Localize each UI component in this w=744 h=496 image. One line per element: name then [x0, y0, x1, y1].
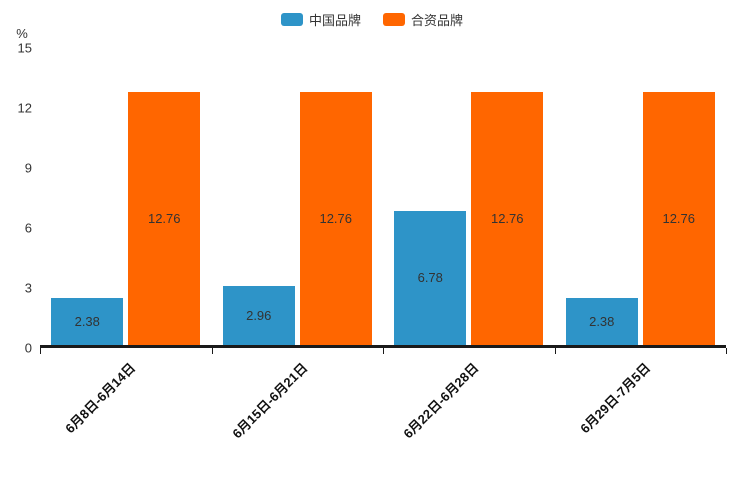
bar-value-label: 2.38	[74, 313, 100, 329]
bar-series-1-category-0: 12.76	[128, 92, 201, 345]
legend-item-series-0[interactable]: 中国品牌	[280, 10, 361, 29]
y-axis: 0 3 6 9 12 15	[0, 41, 32, 356]
bar-series-0-category-3: 2.38	[565, 297, 638, 345]
x-axis-label-0: 6月8日-6月14日	[62, 360, 139, 437]
bar-series-1-category-1: 12.76	[299, 92, 372, 345]
x-axis-tick	[383, 348, 384, 354]
bar-value-label: 12.76	[319, 211, 353, 227]
legend-swatch-icon	[383, 13, 405, 26]
bar-value-label: 2.96	[246, 308, 272, 324]
legend-label-series-0: 中国品牌	[308, 13, 361, 28]
bar-value-label: 2.38	[589, 313, 615, 329]
x-axis-tick	[211, 348, 213, 354]
bar-group-2: 6.78 12.76	[383, 48, 555, 345]
y-axis-tick-label: 9	[24, 160, 32, 176]
x-axis-labels: 6月8日-6月14日 6月15日-6月21日 6月22日-6月28日 6月29日-7月…	[40, 358, 726, 478]
legend-item-series-1[interactable]: 合资品牌	[383, 10, 463, 29]
y-axis-unit-label: %	[16, 26, 28, 41]
x-axis-tick	[40, 348, 41, 354]
bar-value-label: 12.76	[490, 211, 524, 227]
x-axis-label-3: 6月29日-7月5日	[576, 360, 653, 437]
bar-value-label: 12.76	[147, 211, 181, 227]
bar-group-1: 2.96 12.76	[212, 48, 384, 345]
plot-area: 2.38 12.76 2.96 12.76 6.78 12.76 2.38 12.76	[40, 48, 726, 348]
bar-value-label: 6.78	[417, 270, 443, 286]
x-axis-tick	[726, 348, 727, 354]
legend-swatch-icon	[280, 13, 303, 26]
bar-series-0-category-0: 2.38	[51, 297, 124, 345]
bar-series-1-category-3: 12.76	[642, 92, 715, 345]
y-axis-tick-label: 0	[24, 340, 32, 356]
x-axis-label-2: 6月22日-6月28日	[400, 360, 482, 442]
bar-series-0-category-1: 2.96	[222, 286, 295, 345]
y-axis-tick-label: 6	[24, 220, 32, 236]
bar-series-1-category-2: 12.76	[471, 92, 544, 345]
bar-series-0-category-2: 6.78	[394, 210, 467, 345]
legend-label-series-1: 合资品牌	[411, 13, 464, 28]
y-axis-tick-label: 3	[24, 280, 32, 296]
bar-group-3: 2.38 12.76	[555, 48, 727, 345]
x-axis-label-1: 6月15日-6月21日	[228, 360, 310, 442]
x-axis-tick	[554, 348, 556, 354]
x-axis-ticks	[40, 348, 727, 354]
bar-value-label: 12.76	[662, 211, 696, 227]
y-axis-tick-label: 15	[17, 40, 32, 56]
y-axis-tick-label: 12	[17, 100, 32, 116]
bar-group-0: 2.38 12.76	[40, 48, 212, 345]
legend: 中国品牌 合资品牌	[0, 10, 744, 29]
